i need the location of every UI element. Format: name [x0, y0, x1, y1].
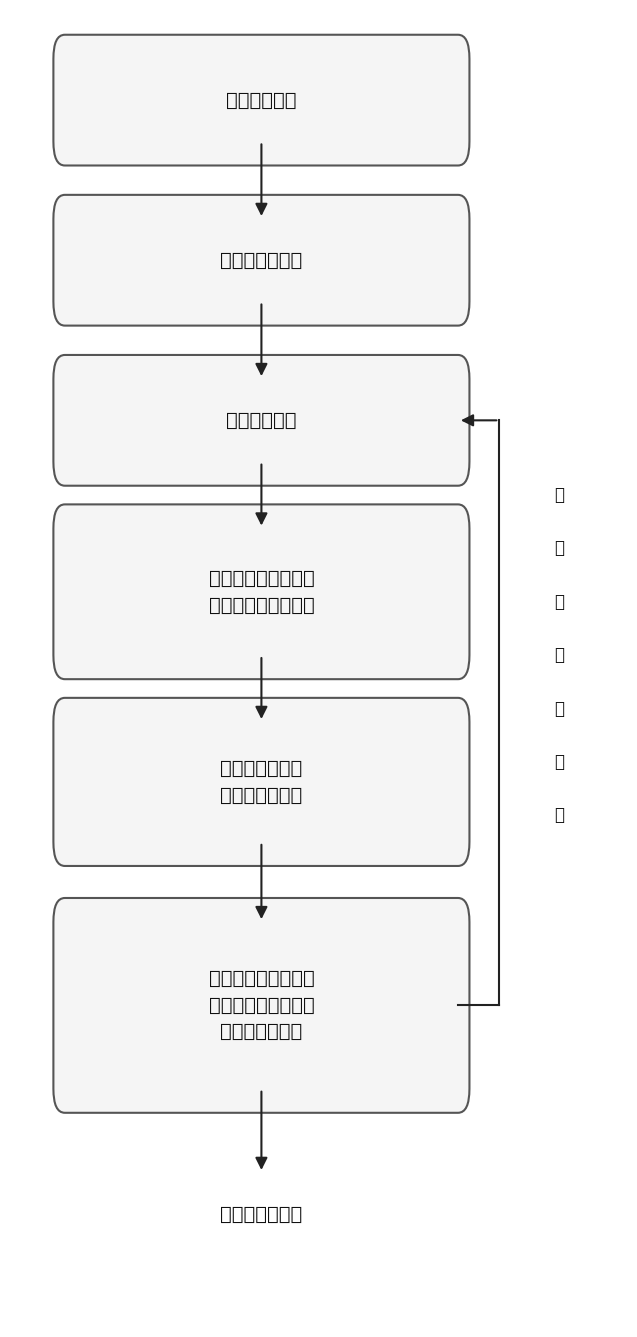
Text: 有: 有 — [554, 646, 564, 664]
FancyBboxPatch shape — [54, 504, 469, 679]
Text: 图: 图 — [554, 699, 564, 718]
FancyBboxPatch shape — [54, 698, 469, 866]
Text: 对光流值作视角补偿
的积分运算，并归一
化获得计数结果: 对光流值作视角补偿 的积分运算，并归一 化获得计数结果 — [208, 969, 314, 1042]
Text: 像: 像 — [554, 753, 564, 771]
FancyBboxPatch shape — [54, 354, 469, 485]
Text: 遍: 遍 — [554, 539, 564, 558]
Text: 所: 所 — [554, 592, 564, 611]
Text: 行人与车辆数目: 行人与车辆数目 — [220, 1205, 303, 1223]
Text: 背景模型初始化: 背景模型初始化 — [220, 251, 303, 270]
FancyBboxPatch shape — [54, 35, 469, 166]
FancyBboxPatch shape — [54, 898, 469, 1112]
Text: 检测前景区域有效角
点并计算角点的光流: 检测前景区域有效角 点并计算角点的光流 — [208, 570, 314, 615]
Text: 历: 历 — [554, 487, 564, 504]
Text: 利用区域增长法
获得稠密光流场: 利用区域增长法 获得稠密光流场 — [220, 759, 303, 805]
Text: 设置虚拟卡口: 设置虚拟卡口 — [226, 91, 297, 110]
Text: 帧: 帧 — [554, 806, 564, 825]
Text: 更新背景模型: 更新背景模型 — [226, 410, 297, 429]
FancyBboxPatch shape — [54, 195, 469, 326]
